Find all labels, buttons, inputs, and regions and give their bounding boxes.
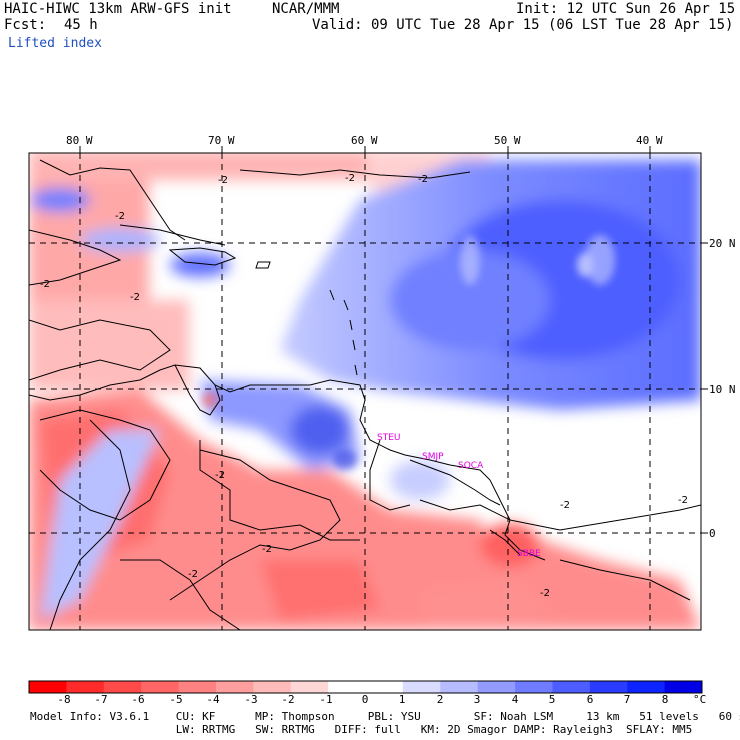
colorbar-tick: -1: [319, 693, 332, 706]
colorbar-tick: -6: [131, 693, 144, 706]
colorbar-swatch: [178, 681, 217, 693]
colorbar-swatch: [589, 681, 628, 693]
colorbar-swatch: [66, 681, 105, 693]
contour-label: -2: [188, 569, 198, 580]
colorbar-tick: 3: [474, 693, 481, 706]
contour-label: -2: [418, 174, 428, 185]
stations: STEU SMJP SOCA SBBE: [377, 433, 541, 559]
colorbar-tick: -2: [281, 693, 294, 706]
colorbar-tick: 4: [512, 693, 519, 706]
contour-label: -2: [540, 588, 550, 599]
station-label: SOCA: [458, 461, 484, 471]
colorbar-tick: 5: [549, 693, 556, 706]
contour-label: -2: [678, 495, 688, 506]
coastlines: [29, 159, 546, 630]
init-time: Init: 12 UTC Sun 26 Apr 15: [516, 1, 736, 17]
field-name: Lifted index: [8, 36, 102, 51]
colorbar-swatch: [103, 681, 142, 693]
station-label: STEU: [377, 433, 400, 443]
station-label: SBBE: [517, 549, 541, 559]
colorbar-tick: -7: [94, 693, 107, 706]
colorbar-tick: 8: [662, 693, 669, 706]
tick-marks: [79, 146, 708, 534]
colorbar-swatch: [215, 681, 254, 693]
colorbar: [28, 680, 703, 694]
lon-label: 60 W: [351, 134, 378, 147]
fcst-label: Fcst:: [4, 17, 47, 33]
org-label: NCAR/MMM: [272, 1, 340, 17]
colorbar-tick: -3: [244, 693, 257, 706]
contour-label: -2: [218, 175, 228, 186]
colorbar-tick: 2: [437, 693, 444, 706]
lon-label: 50 W: [494, 134, 521, 147]
colorbar-swatch: [664, 681, 703, 693]
colorbar-frame: [28, 680, 703, 694]
contour-label: -2: [115, 211, 125, 222]
station-label: SMJP: [422, 452, 444, 462]
contour-label: -2: [130, 292, 140, 303]
colorbar-swatch: [253, 681, 292, 693]
model-title: HAIC-HIWC 13km ARW-GFS init: [4, 1, 232, 17]
colorbar-labels: -8 -7 -6 -5 -4 -3 -2 -1 0 1 2 3 4 5 6 7 …: [57, 693, 706, 706]
colorbar-swatch: [29, 681, 67, 693]
colorbar-tick: 0: [362, 693, 369, 706]
colorbar-tick: -5: [169, 693, 182, 706]
colorbar-tick: 6: [587, 693, 594, 706]
contour-label: -2: [345, 173, 355, 184]
colorbar-swatch: [402, 681, 441, 693]
colorbar-swatch: [365, 681, 404, 693]
colorbar-swatch: [290, 681, 329, 693]
contour-label: -2: [262, 544, 272, 555]
contours: [29, 169, 701, 630]
colorbar-swatch: [552, 681, 591, 693]
lat-label: 0: [709, 527, 716, 540]
graticule: [29, 153, 701, 630]
colorbar-swatch: [515, 681, 553, 693]
model-info-line2: LW: RRTMG SW: RRTMG DIFF: full KM: 2D Sm…: [30, 723, 693, 736]
fcst-value: 45 h: [64, 17, 98, 33]
colorbar-swatch: [627, 681, 666, 693]
lon-label: 40 W: [636, 134, 663, 147]
lat-label: 10 N: [709, 383, 736, 396]
contour-labels: -2 -2 -2 -2 -2 -2 -2 -2 -2 -2 -2 -2: [40, 173, 688, 599]
colorbar-swatch: [328, 681, 366, 693]
colorbar-tick: 1: [399, 693, 406, 706]
lat-label: 20 N: [709, 237, 736, 250]
contour-label: -2: [215, 470, 225, 481]
colorbar-swatch: [440, 681, 479, 693]
lon-label: 70 W: [208, 134, 235, 147]
colorbar-tick: -4: [206, 693, 220, 706]
contour-label: -2: [560, 500, 570, 511]
lon-label: 80 W: [66, 134, 93, 147]
model-info-line1: Model Info: V3.6.1 CU: KF MP: Thompson P…: [30, 710, 740, 723]
colorbar-unit: °C: [693, 693, 706, 706]
colorbar-swatch: [141, 681, 180, 693]
colorbar-swatch: [477, 681, 516, 693]
valid-time: Valid: 09 UTC Tue 28 Apr 15 (06 LST Tue …: [312, 17, 734, 33]
colorbar-tick: -8: [57, 693, 70, 706]
contour-label: -2: [40, 279, 50, 290]
colorbar-tick: 7: [624, 693, 631, 706]
